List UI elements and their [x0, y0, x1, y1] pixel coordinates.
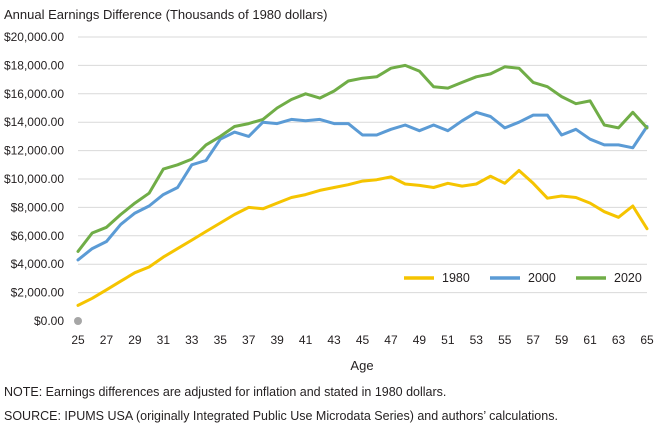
x-axis-title: Age	[350, 358, 373, 373]
x-tick-label: 31	[157, 333, 171, 347]
legend-label-2000: 2000	[528, 271, 556, 285]
series-line-2020	[76, 63, 649, 253]
y-tick-label: $4,000.00	[11, 257, 65, 271]
footnote-source: SOURCE: IPUMS USA (originally Integrated…	[4, 409, 558, 423]
x-tick-label: 37	[242, 333, 256, 347]
origin-marker	[74, 317, 82, 325]
x-tick-label: 59	[555, 333, 569, 347]
x-tick-label: 51	[441, 333, 455, 347]
x-tick-label: 27	[100, 333, 114, 347]
y-axis-tick-labels: $0.00 $2,000.00 $4,000.00 $6,000.00 $8,000.0…	[4, 30, 64, 328]
series-line-1980	[76, 169, 649, 307]
y-tick-label: $14,000.00	[4, 115, 64, 129]
y-tick-label: $12,000.00	[4, 144, 64, 158]
legend-label-2020: 2020	[614, 271, 642, 285]
y-tick-label: $8,000.00	[11, 200, 65, 214]
x-tick-label: 55	[498, 333, 512, 347]
legend: 1980 2000 2020	[404, 271, 642, 285]
series-lines	[76, 63, 649, 307]
x-tick-label: 53	[470, 333, 484, 347]
x-tick-label: 57	[527, 333, 541, 347]
legend-label-1980: 1980	[442, 271, 470, 285]
x-tick-label: 49	[413, 333, 427, 347]
footnote-note: NOTE: Earnings differences are adjusted …	[4, 385, 447, 399]
x-tick-label: 39	[270, 333, 284, 347]
y-tick-label: $2,000.00	[11, 286, 65, 300]
gridlines	[78, 36, 647, 294]
x-tick-label: 35	[214, 333, 228, 347]
x-tick-label: 33	[185, 333, 199, 347]
x-tick-label: 61	[583, 333, 597, 347]
y-tick-label: $0.00	[34, 314, 64, 328]
y-tick-label: $6,000.00	[11, 229, 65, 243]
x-tick-label: 43	[327, 333, 341, 347]
x-tick-label: 65	[640, 333, 654, 347]
chart-title: Annual Earnings Difference (Thousands of…	[4, 7, 328, 22]
x-tick-label: 41	[299, 333, 313, 347]
x-tick-label: 63	[612, 333, 626, 347]
y-tick-label: $18,000.00	[4, 58, 64, 72]
x-tick-label: 47	[384, 333, 398, 347]
line-chart: Annual Earnings Difference (Thousands of…	[4, 7, 654, 373]
y-tick-label: $10,000.00	[4, 172, 64, 186]
y-tick-label: $20,000.00	[4, 30, 64, 44]
x-tick-label: 45	[356, 333, 370, 347]
series-line-2000	[76, 110, 649, 262]
x-tick-label: 25	[71, 333, 85, 347]
y-tick-label: $16,000.00	[4, 87, 64, 101]
x-tick-label: 29	[128, 333, 142, 347]
x-axis-tick-labels: 25 27 29 31 33 35 37 39 41 43 45 47 49 51 53 55 57 59 61 63…	[71, 333, 654, 347]
